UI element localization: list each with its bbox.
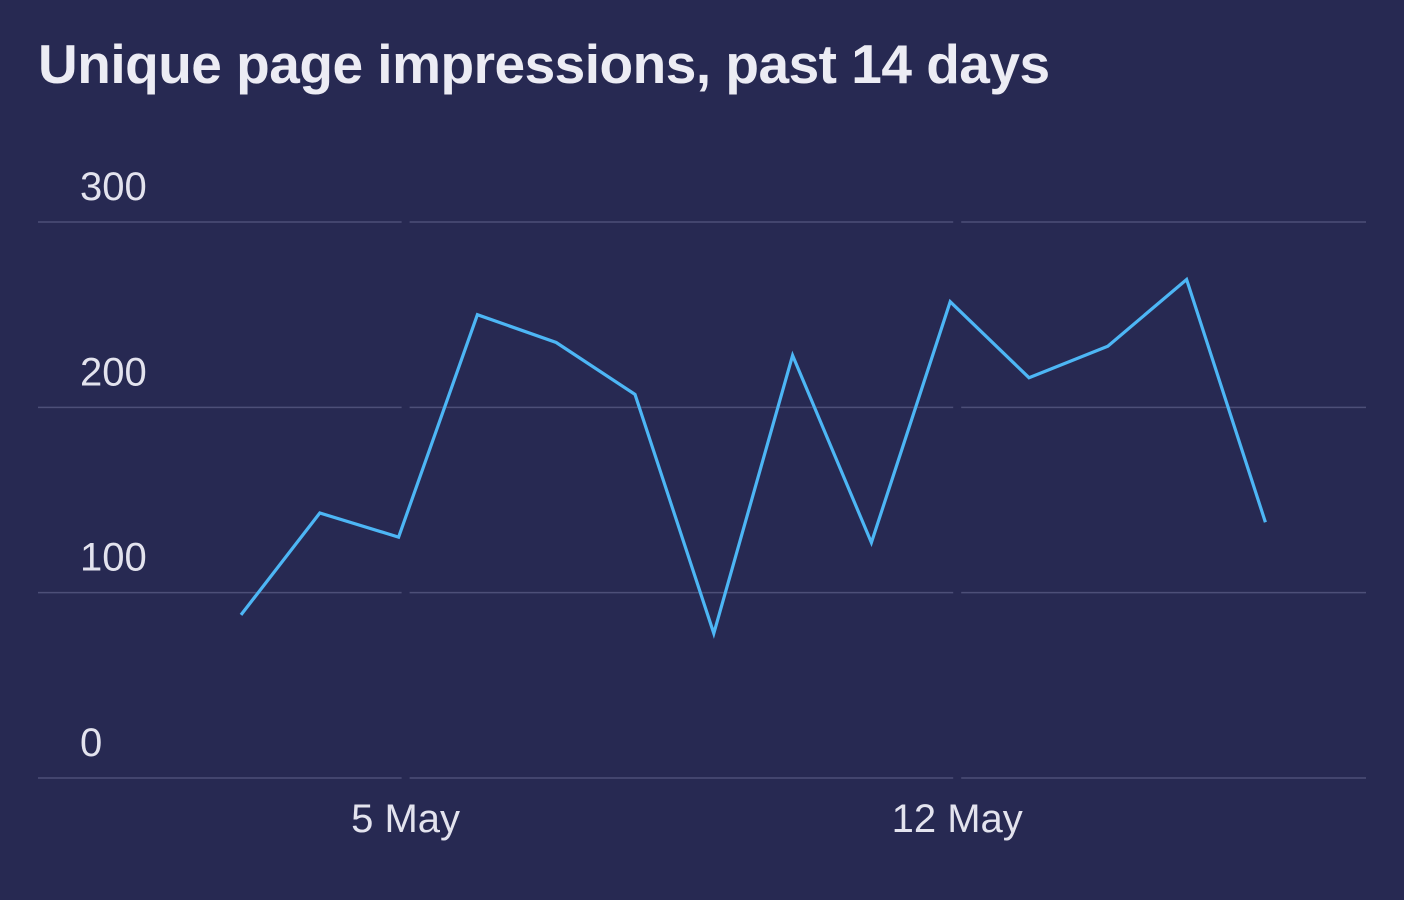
series-line-0 xyxy=(239,276,1267,639)
x-tick-label: 12 May xyxy=(892,797,1023,841)
y-tick-label-200: 200 xyxy=(80,350,147,394)
data-point[interactable] xyxy=(627,386,643,402)
y-axis-ticks: 0 100 200 300 xyxy=(80,165,147,765)
chart-title: Unique page impressions, past 14 days xyxy=(38,33,1050,95)
y-tick-label-100: 100 xyxy=(80,536,147,580)
data-point[interactable] xyxy=(1257,514,1273,530)
data-point[interactable] xyxy=(942,294,958,310)
data-point[interactable] xyxy=(391,529,407,545)
data-point[interactable] xyxy=(1179,271,1195,287)
data-point[interactable] xyxy=(548,334,564,350)
data-point[interactable] xyxy=(233,607,249,623)
grid-lines xyxy=(38,221,1366,779)
y-tick-label-300: 300 xyxy=(80,165,147,209)
y-tick-label-0: 0 xyxy=(80,721,102,765)
data-point[interactable] xyxy=(706,625,722,641)
data-point[interactable] xyxy=(312,505,328,521)
data-point[interactable] xyxy=(863,535,879,551)
x-tick-label: 5 May xyxy=(351,797,460,841)
series-layer xyxy=(233,271,1273,641)
data-point[interactable] xyxy=(1100,338,1116,354)
x-axis-ticks: 5 May 12 May xyxy=(351,797,1023,841)
data-point[interactable] xyxy=(1021,370,1037,386)
data-point[interactable] xyxy=(785,347,801,363)
data-point[interactable] xyxy=(469,307,485,323)
